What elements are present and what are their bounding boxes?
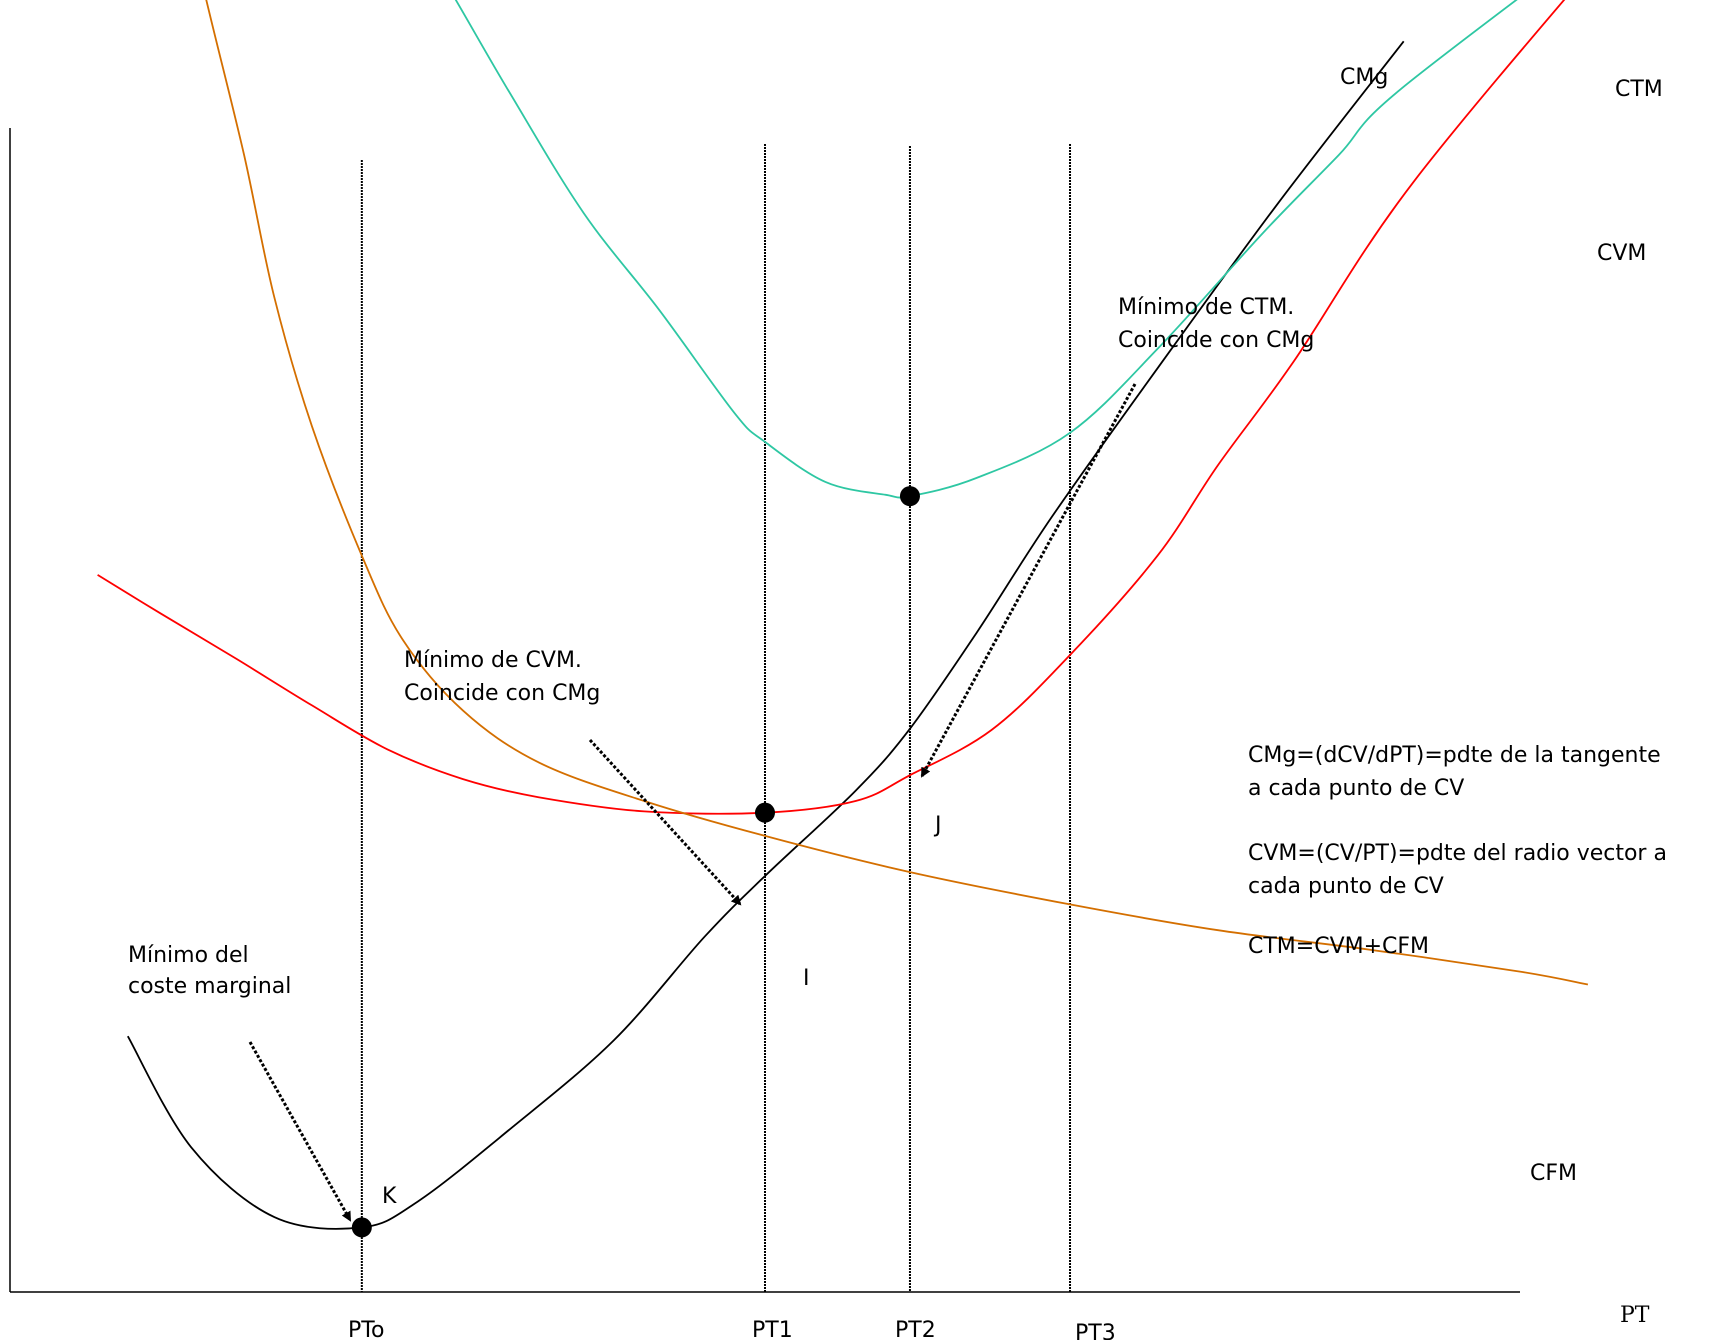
formula-cvm-line2: cada punto de CV xyxy=(1248,874,1444,899)
tick-label-pt1: PT1 xyxy=(752,1318,793,1340)
arrow-min-ctm xyxy=(920,383,1137,778)
annotation-min-cmg-line1: Mínimo del xyxy=(128,943,249,968)
vertical-reference-lines xyxy=(360,144,1072,1292)
cost-curves xyxy=(97,0,1589,1230)
annotation-min-cvm-line1: Mínimo de CVM. xyxy=(404,648,582,673)
curve-label-cmg: CMg xyxy=(1340,65,1388,90)
curve-ctm xyxy=(454,0,1518,499)
formula-cmg-line2: a cada punto de CV xyxy=(1248,776,1464,801)
annotation-arrows xyxy=(248,383,1137,1222)
formula-cvm-line1: CVM=(CV/PT)=pdte del radio vector a xyxy=(1248,841,1667,866)
point-j xyxy=(899,486,920,507)
point-k xyxy=(351,1217,372,1238)
curve-cfm xyxy=(205,0,1589,986)
arrow-min-cvm xyxy=(588,738,742,906)
curve-cvm xyxy=(97,0,1566,815)
curve-label-ctm: CTM xyxy=(1615,77,1663,102)
annotation-min-ctm-line2: Coincide con CMg xyxy=(1118,328,1314,353)
annotation-min-ctm-line1: Mínimo de CTM. xyxy=(1118,295,1294,320)
formula-cmg-line1: CMg=(dCV/dPT)=pdte de la tangente xyxy=(1248,743,1661,768)
formula-ctm: CTM=CVM+CFM xyxy=(1248,934,1429,959)
point-label-k: K xyxy=(382,1184,397,1209)
x-axis-title: PT xyxy=(1620,1303,1650,1328)
tick-label-pto: PTo xyxy=(348,1318,384,1340)
point-i xyxy=(755,802,775,823)
annotation-min-cvm-line2: Coincide con CMg xyxy=(404,681,600,706)
key-points xyxy=(351,486,920,1238)
curve-label-cvm: CVM xyxy=(1597,241,1646,266)
curve-label-cfm: CFM xyxy=(1530,1161,1577,1186)
tick-label-pt2: PT2 xyxy=(895,1318,936,1340)
point-label-j: J xyxy=(933,813,942,838)
tick-label-pt3: PT3 xyxy=(1075,1321,1116,1340)
point-label-i: I xyxy=(803,966,810,991)
arrow-min-cmg xyxy=(248,1041,352,1222)
curve-cmg xyxy=(127,40,1405,1230)
annotation-min-cmg-line2: coste marginal xyxy=(128,974,291,999)
